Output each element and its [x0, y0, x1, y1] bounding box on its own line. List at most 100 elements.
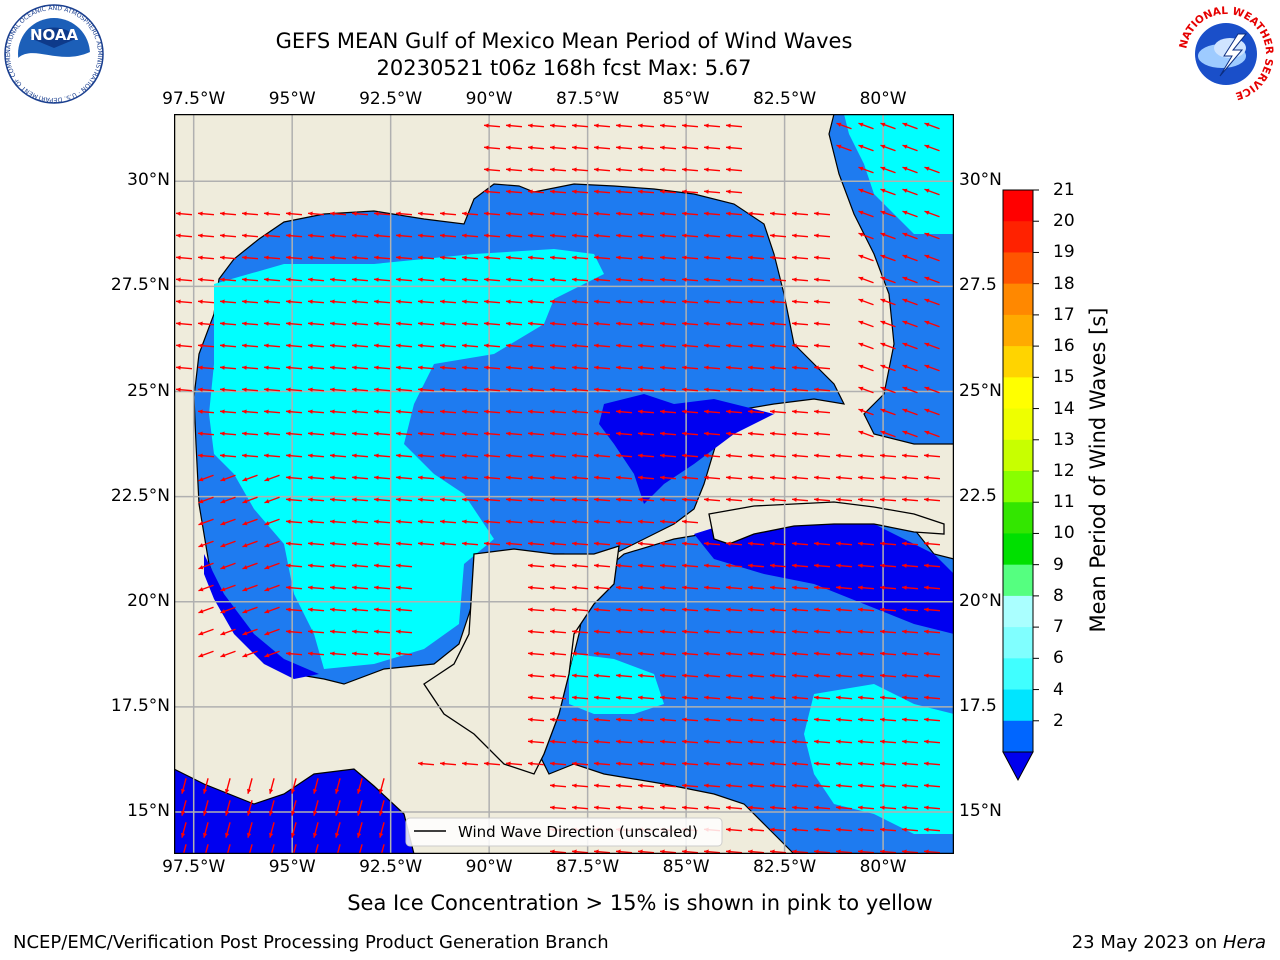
wave-direction-arrowhead [748, 783, 753, 788]
wave-direction-arrowhead [308, 211, 313, 216]
wave-direction-arrowhead [924, 232, 930, 237]
wave-direction-arrowhead [484, 211, 489, 216]
wave-direction-arrowhead [198, 409, 203, 414]
wave-direction-arrowhead [220, 453, 225, 458]
wave-direction-arrowhead [924, 188, 930, 193]
wave-direction-arrowhead [880, 783, 885, 788]
wave-direction-arrowhead [198, 477, 204, 482]
wave-direction-arrowhead [550, 387, 555, 392]
wave-direction-arrowhead [396, 365, 401, 370]
wave-direction-arrowhead [396, 563, 401, 568]
wave-direction-arrowhead [176, 321, 181, 326]
wave-direction-arrowhead [220, 631, 226, 636]
wave-direction-arrowhead [682, 255, 687, 260]
wave-direction-arrowhead [792, 299, 797, 304]
wave-direction-arrowhead [682, 717, 687, 722]
colorbar-band [1003, 564, 1033, 597]
wave-direction-arrowhead [396, 453, 401, 458]
wave-direction-arrowhead [242, 343, 247, 348]
wave-direction-arrowhead [748, 387, 753, 392]
wave-direction-arrowhead [880, 342, 886, 347]
wave-direction-arrowhead [924, 408, 930, 413]
wave-direction-arrowhead [704, 563, 709, 568]
wave-direction-arrowhead [220, 211, 225, 216]
wave-direction-arrowhead [880, 629, 885, 634]
wave-direction-arrowhead [638, 145, 643, 150]
wave-direction-arrowhead [594, 651, 599, 656]
wave-direction-arrowhead [880, 453, 885, 458]
wave-direction-arrowhead [682, 365, 687, 370]
wave-direction-arrowhead [242, 587, 248, 592]
wave-direction-arrowhead [572, 629, 577, 634]
wave-direction-arrowhead [594, 277, 599, 282]
wave-direction-arrowhead [550, 189, 555, 194]
wave-direction-arrowhead [550, 365, 555, 370]
wave-direction-arrowhead [704, 343, 709, 348]
wave-direction-arrowhead [242, 609, 248, 614]
wave-direction-arrowhead [176, 365, 181, 370]
wave-direction-arrowhead [286, 541, 291, 546]
lon-tick-label-top: 95°W [268, 89, 316, 109]
wave-direction-arrowhead [814, 629, 819, 634]
cuba-island [708, 501, 945, 545]
colorbar-band [1003, 221, 1033, 253]
wave-direction-arrowhead [242, 233, 247, 238]
wave-direction-arrowhead [638, 519, 643, 524]
wave-direction-arrowhead [352, 563, 357, 568]
wave-direction-arrowhead [814, 431, 819, 436]
colorbar-band [1003, 595, 1033, 628]
wave-direction-arrowhead [550, 343, 555, 348]
wave-direction-arrowhead [550, 211, 555, 216]
wave-direction-arrowhead [528, 629, 533, 634]
wave-direction-arrowhead [858, 563, 863, 568]
wave-direction-arrowhead [418, 453, 423, 458]
wave-direction-arrowhead [286, 365, 291, 370]
wave-direction-arrowhead [594, 211, 599, 216]
wave-direction-arrowhead [660, 739, 665, 744]
wave-direction-arrowhead [550, 409, 555, 414]
wave-direction-arrowhead [550, 541, 555, 546]
wave-direction-arrowhead [858, 717, 863, 722]
wave-direction-arrowhead [242, 431, 247, 436]
wave-direction-arrowhead [748, 453, 753, 458]
wave-direction-arrowhead [880, 298, 886, 303]
wave-direction-arrowhead [814, 783, 819, 788]
wave-direction-arrowhead [462, 431, 467, 436]
wave-direction-arrowhead [726, 233, 731, 238]
wave-direction-arrowhead [682, 739, 687, 744]
wave-direction-arrowhead [374, 563, 379, 568]
wave-direction-arrowhead [792, 431, 797, 436]
wave-direction-arrowhead [440, 497, 445, 502]
wave-direction-arrowhead [308, 453, 313, 458]
wave-direction-arrowhead [660, 343, 665, 348]
wave-direction-arrowhead [924, 673, 929, 678]
wave-direction-arrowhead [550, 255, 555, 260]
wave-direction-arrowhead [616, 343, 621, 348]
wave-direction-arrowhead [770, 321, 775, 326]
wave-direction-arrowhead [704, 431, 709, 436]
wave-direction-arrowhead [814, 299, 819, 304]
wave-direction-arrowhead [748, 717, 753, 722]
wave-direction-arrowhead [704, 783, 709, 788]
gulf-western-4-6s [209, 249, 604, 669]
wave-direction-arrowhead [682, 431, 687, 436]
wave-direction-arrowhead [352, 277, 357, 282]
wave-direction-arrowhead [726, 761, 731, 766]
wave-direction-arrowhead [880, 695, 885, 700]
wave-direction-arrowhead [242, 255, 247, 260]
wave-direction-arrowhead [198, 365, 203, 370]
wave-direction-arrowhead [770, 607, 775, 612]
wave-direction-arrowhead [572, 343, 577, 348]
legend-label: Wind Wave Direction (unscaled) [458, 823, 698, 841]
wave-direction-arrowhead [418, 497, 423, 502]
wave-direction-arrowhead [484, 541, 489, 546]
wave-direction-arrowhead [330, 409, 335, 414]
wave-direction-arrowhead [836, 761, 841, 766]
wave-direction-arrowhead [638, 299, 643, 304]
wave-direction-arrowhead [902, 430, 908, 435]
wave-direction-arrowhead [176, 255, 181, 260]
wave-direction-arrowhead [792, 827, 797, 832]
wave-direction-arrowhead [594, 695, 599, 700]
wave-direction-arrowhead [308, 299, 313, 304]
wave-direction-arrowhead [638, 761, 643, 766]
